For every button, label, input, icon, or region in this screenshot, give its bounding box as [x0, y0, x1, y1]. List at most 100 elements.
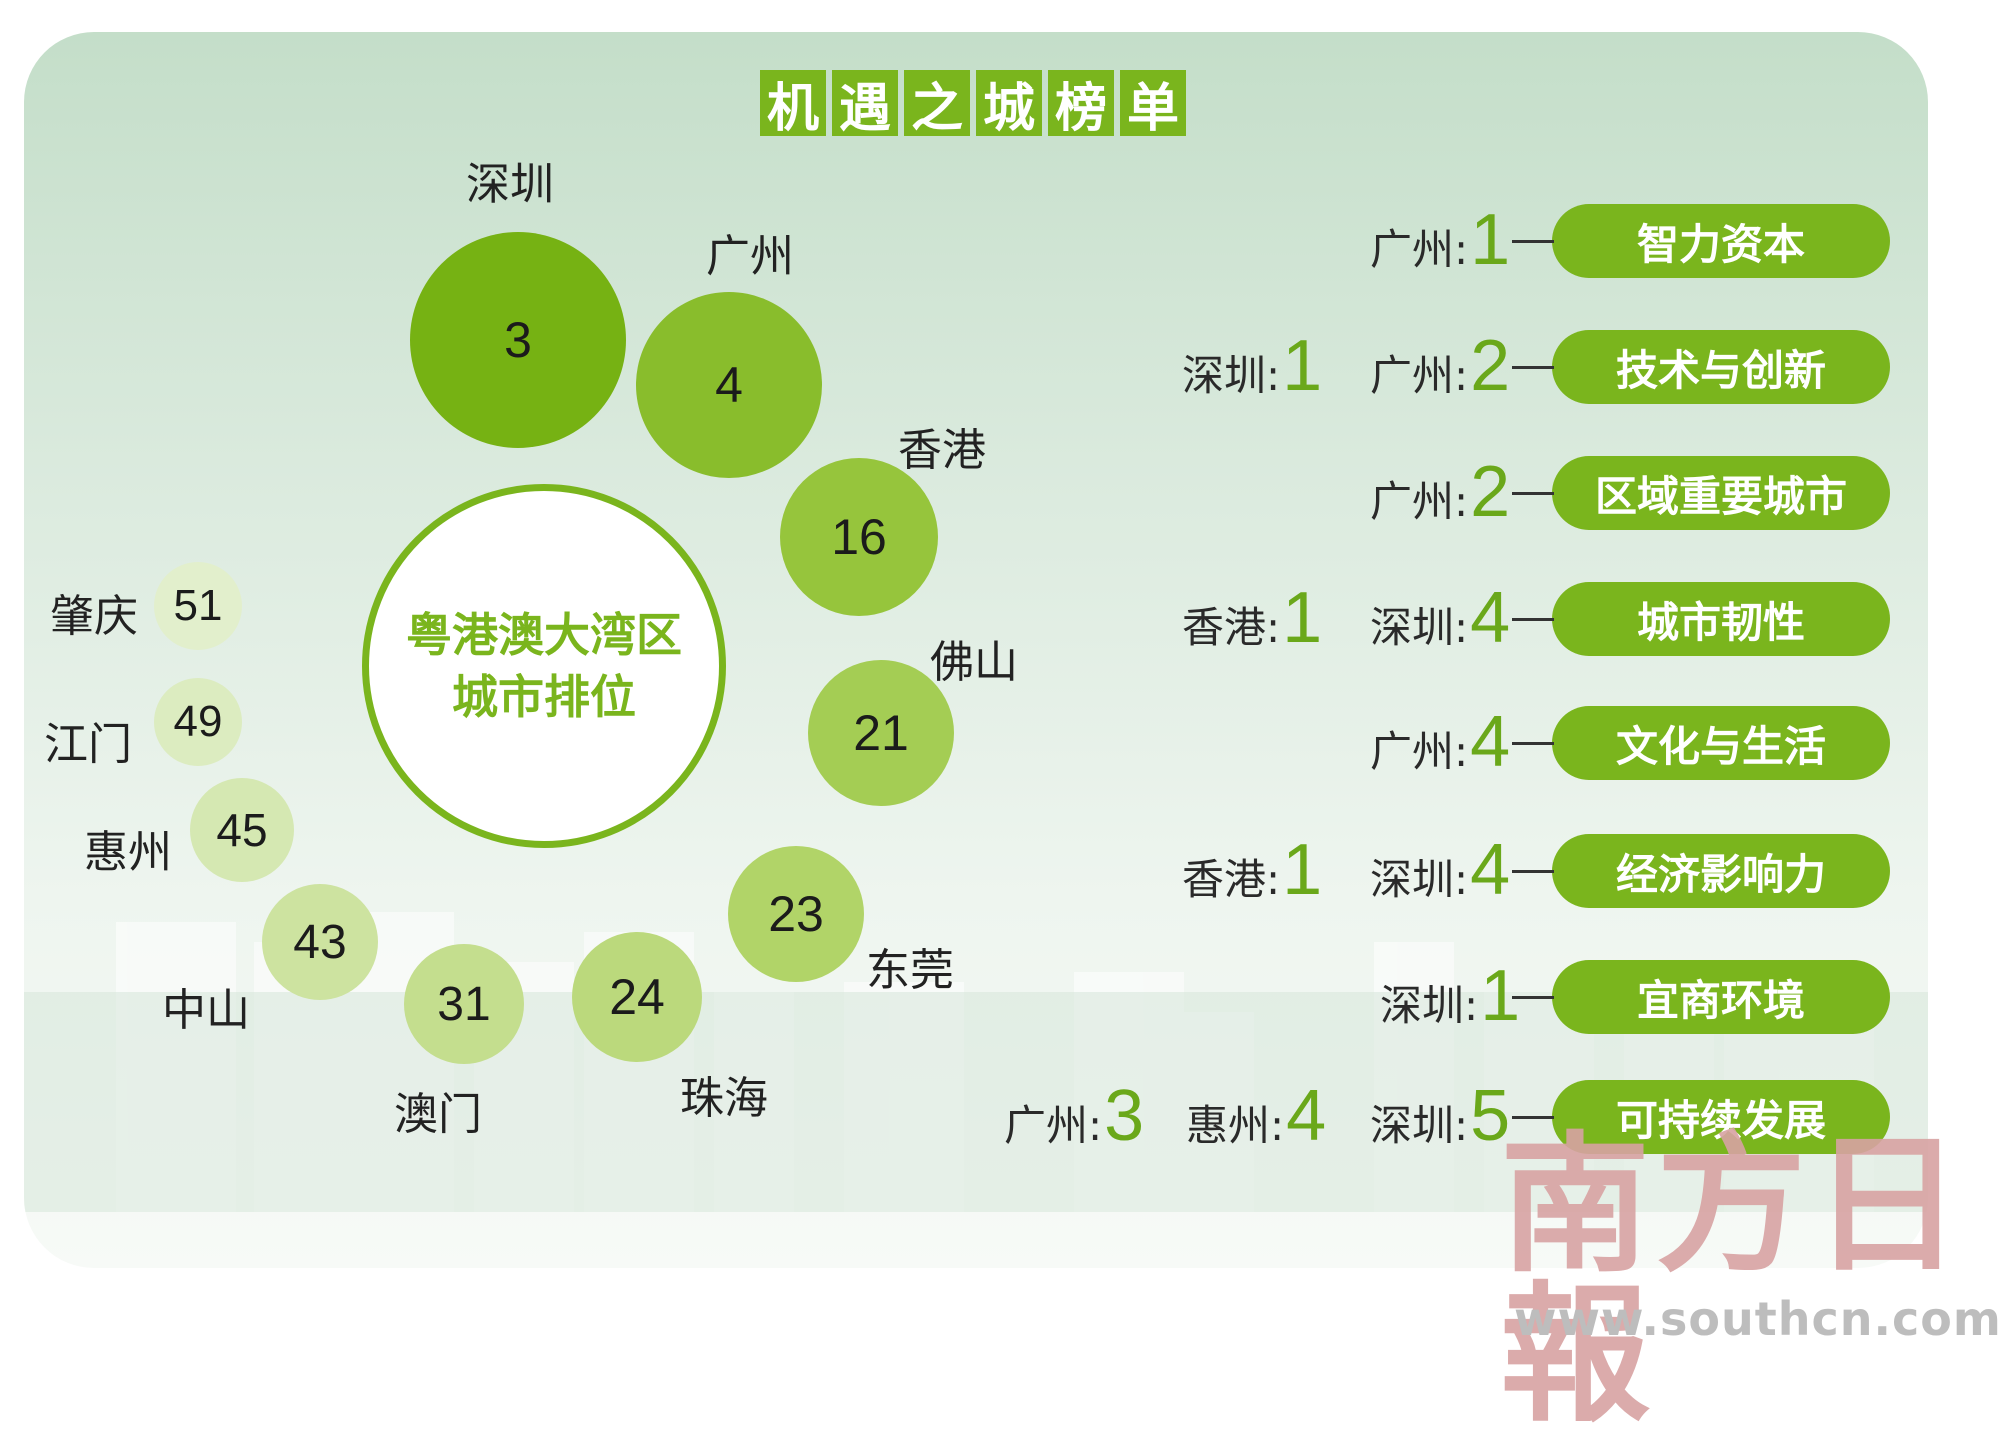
- category-pill: 智力资本: [1552, 204, 1890, 278]
- bubble-rank: 23: [768, 886, 824, 942]
- category-rank: 惠州: 4: [1186, 1080, 1326, 1153]
- page-title: 机 遇 之 城 榜 单: [760, 70, 1186, 139]
- category-rank: 香港: 1: [1182, 582, 1322, 655]
- connector-line: [1512, 742, 1554, 745]
- bubble-macau: 31: [404, 944, 524, 1064]
- category-rank: 深圳: 1: [1182, 330, 1322, 403]
- rank-city: 惠州:: [1186, 1101, 1285, 1150]
- watermark-logo-text: 南方日報: [1500, 1117, 1969, 1443]
- rank-number: 2: [1470, 326, 1511, 406]
- rank-number: 3: [1104, 1076, 1145, 1156]
- category-pill: 经济影响力: [1552, 834, 1890, 908]
- title-char: 榜: [1048, 70, 1114, 139]
- connector-line: [1512, 1116, 1554, 1119]
- bubble-foshan: 21: [808, 660, 954, 806]
- title-char: 城: [976, 70, 1042, 139]
- category-rank: 广州: 4: [1370, 706, 1510, 779]
- title-char: 遇: [832, 70, 898, 139]
- bubble-jiangmen: 49: [154, 678, 242, 766]
- bubble-shenzhen: 3: [410, 232, 626, 448]
- category-rank: 深圳: 4: [1370, 834, 1510, 907]
- bubble-city-label: 香港: [898, 425, 986, 476]
- center-title-line1: 粤港澳大湾区: [406, 608, 682, 662]
- bubble-city-label: 中山: [162, 985, 250, 1036]
- bubble-zhuhai: 24: [572, 932, 702, 1062]
- center-title-line2: 城市排位: [452, 670, 636, 724]
- rank-city: 广州:: [1370, 225, 1469, 274]
- connector-line: [1512, 240, 1554, 243]
- bubble-rank: 3: [504, 312, 532, 368]
- category-pill: 宜商环境: [1552, 960, 1890, 1034]
- rank-number: 4: [1470, 830, 1511, 910]
- bubble-rank: 45: [216, 804, 268, 856]
- title-char: 之: [904, 70, 970, 139]
- connector-line: [1512, 996, 1554, 999]
- bubble-city-label: 东莞: [866, 945, 954, 996]
- rank-number: 4: [1470, 578, 1511, 658]
- connector-line: [1512, 492, 1554, 495]
- category-rank: 深圳: 1: [1380, 960, 1520, 1033]
- bubble-dongguan: 23: [728, 846, 864, 982]
- category-pill: 文化与生活: [1552, 706, 1890, 780]
- rank-number: 4: [1470, 702, 1511, 782]
- connector-line: [1512, 618, 1554, 621]
- rank-city: 香港:: [1182, 603, 1281, 652]
- bubble-hongkong: 16: [780, 458, 938, 616]
- rank-number: 1: [1470, 200, 1511, 280]
- connector-line: [1512, 870, 1554, 873]
- bubble-zhaoqing: 51: [154, 562, 242, 650]
- bubble-city-label: 佛山: [930, 637, 1018, 688]
- infographic: 机 遇 之 城 榜 单 粤港澳大湾区 城市排位 3 深圳 4 广州 16 香港 …: [24, 32, 2010, 1430]
- category-pill: 城市韧性: [1552, 582, 1890, 656]
- bubble-city-label: 江门: [44, 719, 132, 770]
- bubble-rank: 43: [293, 915, 347, 969]
- bubble-rank: 21: [853, 705, 909, 761]
- center-ring: 粤港澳大湾区 城市排位: [362, 484, 726, 848]
- title-char: 机: [760, 70, 826, 139]
- rank-number: 5: [1470, 1076, 1511, 1156]
- bubble-rank: 51: [173, 581, 223, 630]
- category-rank: 广州: 2: [1370, 456, 1510, 529]
- bubble-city-label: 肇庆: [50, 591, 138, 642]
- category-rank: 深圳: 5: [1370, 1080, 1510, 1153]
- bubble-city-label: 澳门: [394, 1089, 482, 1140]
- bubble-rank: 16: [831, 509, 887, 565]
- bubble-zhongshan: 43: [262, 884, 378, 1000]
- category-rank: 深圳: 4: [1370, 582, 1510, 655]
- rank-number: 1: [1480, 956, 1521, 1036]
- rank-city: 深圳:: [1182, 351, 1281, 400]
- rank-city: 广州:: [1370, 477, 1469, 526]
- bubble-rank: 24: [609, 969, 665, 1025]
- bubble-huizhou: 45: [190, 778, 294, 882]
- rank-city: 深圳:: [1370, 1101, 1469, 1150]
- bubble-rank: 31: [437, 977, 491, 1031]
- bubble-city-label: 惠州: [84, 827, 172, 878]
- rank-city: 广州:: [1370, 351, 1469, 400]
- title-char: 单: [1120, 70, 1186, 139]
- category-rank: 广州: 3: [1004, 1080, 1144, 1153]
- rank-city: 深圳:: [1370, 603, 1469, 652]
- category-rank: 香港: 1: [1182, 834, 1322, 907]
- rank-number: 4: [1286, 1076, 1327, 1156]
- rank-number: 1: [1282, 578, 1323, 658]
- rank-city: 深圳:: [1380, 981, 1479, 1030]
- watermark: 南方日報 www.southcn.com: [1500, 1130, 2010, 1430]
- category-pill: 区域重要城市: [1552, 456, 1890, 530]
- rank-number: 1: [1282, 326, 1323, 406]
- rank-city: 广州:: [1004, 1101, 1103, 1150]
- category-rank: 广州: 1: [1370, 204, 1510, 277]
- bubble-city-label: 珠海: [680, 1073, 768, 1124]
- rank-city: 深圳:: [1370, 855, 1469, 904]
- bubble-rank: 4: [715, 357, 743, 413]
- bubble-rank: 49: [173, 697, 223, 746]
- watermark-url: www.southcn.com: [1514, 1292, 2002, 1346]
- bubble-city-label: 广州: [706, 231, 794, 282]
- connector-line: [1512, 366, 1554, 369]
- rank-city: 广州:: [1370, 727, 1469, 776]
- bubble-guangzhou: 4: [636, 292, 822, 478]
- rank-number: 2: [1470, 452, 1511, 532]
- category-rank: 广州: 2: [1370, 330, 1510, 403]
- bubble-city-label: 深圳: [466, 159, 554, 210]
- rank-number: 1: [1282, 830, 1323, 910]
- category-pill: 技术与创新: [1552, 330, 1890, 404]
